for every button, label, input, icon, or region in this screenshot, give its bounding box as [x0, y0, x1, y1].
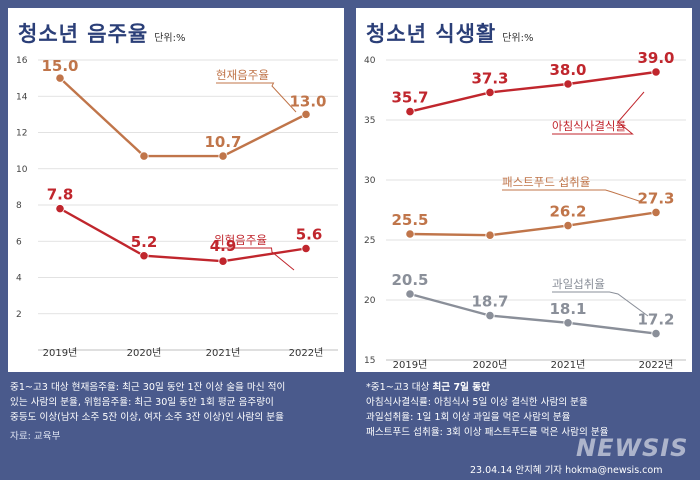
diet-line-chart: 15 20 25 30 35 40 2019년 2020년 2021년 2022년 35.7 37.3…: [364, 49, 686, 371]
legend-label: 위험음주율: [214, 233, 267, 247]
newsis-logo: NEWSIS: [576, 434, 689, 462]
y-tick-label: 35: [364, 116, 375, 126]
x-tick-label: 2021년: [551, 359, 586, 371]
x-tick-label: 2022년: [289, 347, 324, 359]
source-label: 자료: 교육부: [10, 431, 61, 442]
y-tick-label: 10: [16, 165, 28, 175]
x-tick-label: 2021년: [206, 347, 241, 359]
data-label: 13.0: [289, 92, 326, 110]
diet-chart-title: 청소년 식생활 단위:%: [366, 22, 534, 46]
data-label: 27.3: [637, 189, 674, 207]
data-point: [55, 73, 65, 83]
data-point: [218, 151, 228, 161]
y-tick-label: 25: [364, 236, 375, 246]
data-point: [405, 107, 415, 117]
y-tick-label: 8: [16, 201, 22, 211]
data-point: [485, 87, 495, 98]
data-point: [651, 207, 661, 217]
y-tick-label: 30: [364, 176, 376, 186]
drinking-note-line: 있는 사람의 분율, 위험음주율: 최근 30일 동안 1회 평균 음주량이: [10, 397, 274, 408]
data-point: [563, 79, 573, 89]
series-line: [409, 292, 657, 335]
data-point: [405, 289, 415, 299]
diet-chart-panel: 청소년 식생활 단위:% 15 20 25 30 35 40 2019년 2020년 2021년 2…: [356, 8, 692, 372]
legend-label: 패스트푸드 섭취율: [502, 175, 590, 189]
data-label: 17.2: [637, 311, 674, 329]
legend-leader-line: [214, 247, 295, 271]
data-label: 4.9: [210, 237, 237, 255]
x-tick-label: 2020년: [127, 347, 162, 359]
data-label: 10.7: [204, 133, 241, 151]
data-label: 26.2: [549, 203, 586, 221]
x-tick-label: 2022년: [639, 359, 674, 371]
x-tick-label: 2019년: [393, 359, 428, 371]
y-tick-label: 16: [16, 56, 28, 66]
data-point: [55, 204, 65, 214]
legend-label: 현재음주율: [216, 68, 269, 82]
drinking-line-chart: 2 4 6 8 10 12 14 16 2019년 2020년 2021년 2022년 15.0 10.7…: [16, 56, 338, 359]
data-label: 38.0: [549, 61, 586, 79]
series-line: [59, 77, 307, 158]
legend-label: 아침식사결식률: [552, 119, 626, 133]
legend-leader-line: [552, 91, 645, 135]
data-point: [139, 151, 149, 161]
y-tick-label: 14: [16, 92, 28, 102]
series-line: [409, 70, 657, 113]
data-label: 15.0: [41, 57, 78, 75]
series-line: [409, 211, 657, 237]
data-label: 18.1: [549, 300, 586, 318]
data-point: [563, 318, 573, 328]
drinking-notes: 중1~고3 대상 현재음주율: 최근 30일 동안 1잔 이상 술을 마신 적이…: [10, 380, 285, 444]
diet-note-line: 패스트푸드 섭취율: 3회 이상 패스트푸드를 먹은 사람의 분율: [366, 427, 609, 438]
legend-leader-line: [502, 189, 643, 203]
data-point: [485, 230, 495, 240]
data-label: 5.2: [131, 233, 158, 251]
x-tick-label: 2020년: [473, 359, 508, 371]
data-point: [485, 310, 495, 321]
data-label: 39.0: [637, 49, 674, 67]
diet-notes: *중1~고3 대상 최근 7일 동안 아침식사결식률: 아침식사 5일 이상 결…: [366, 380, 609, 440]
drinking-chart-panel: 청소년 음주율 단위:% 2 4 6 8 10 12 14 16 2019년 2020년 2021년 2…: [8, 8, 344, 372]
series-line: [59, 207, 307, 263]
drinking-note-line: 중등도 이상(남자 소주 5잔 이상, 여자 소주 3잔 이상)인 사람의 분율: [10, 412, 284, 423]
legend-leader-line: [552, 291, 649, 317]
data-point: [651, 328, 661, 339]
diet-note-line: 과일섭취율: 1일 1회 이상 과일을 먹은 사람의 분율: [366, 412, 571, 423]
y-tick-label: 12: [16, 129, 27, 139]
y-tick-label: 40: [364, 56, 376, 66]
data-label: 35.7: [391, 89, 428, 107]
data-point: [405, 229, 415, 239]
y-tick-label: 20: [364, 296, 376, 306]
y-tick-label: 15: [364, 356, 375, 366]
data-point: [218, 256, 228, 266]
data-point: [651, 67, 661, 77]
drinking-note-line: 중1~고3 대상 현재음주율: 최근 30일 동안 1잔 이상 술을 마신 적이: [10, 382, 286, 393]
diet-note-title: *중1~고3 대상 최근 7일 동안: [366, 382, 490, 393]
data-label: 20.5: [391, 271, 428, 289]
y-tick-label: 4: [16, 274, 22, 284]
drinking-chart-unit: 단위:%: [154, 33, 186, 44]
y-tick-label: 2: [16, 310, 22, 320]
legend-leader-line: [216, 82, 297, 113]
diet-chart-unit: 단위:%: [502, 33, 534, 44]
data-label: 5.6: [296, 226, 323, 244]
data-label: 25.5: [391, 211, 428, 229]
diet-note-line: 아침식사결식률: 아침식사 5일 이상 결식한 사람의 분율: [366, 397, 588, 408]
data-label: 18.7: [471, 293, 508, 311]
drinking-chart-title: 청소년 음주율 단위:%: [18, 22, 186, 46]
data-point: [563, 221, 573, 231]
data-label: 37.3: [471, 69, 508, 87]
data-label: 7.8: [47, 186, 74, 204]
y-tick-label: 6: [16, 237, 22, 247]
data-point: [301, 243, 311, 254]
data-point: [301, 109, 311, 119]
credit-line: 23.04.14 안지혜 기자 hokma@newsis.com: [470, 465, 663, 476]
legend-label: 과일섭취율: [552, 277, 605, 291]
data-point: [139, 251, 149, 261]
x-tick-label: 2019년: [43, 347, 78, 359]
